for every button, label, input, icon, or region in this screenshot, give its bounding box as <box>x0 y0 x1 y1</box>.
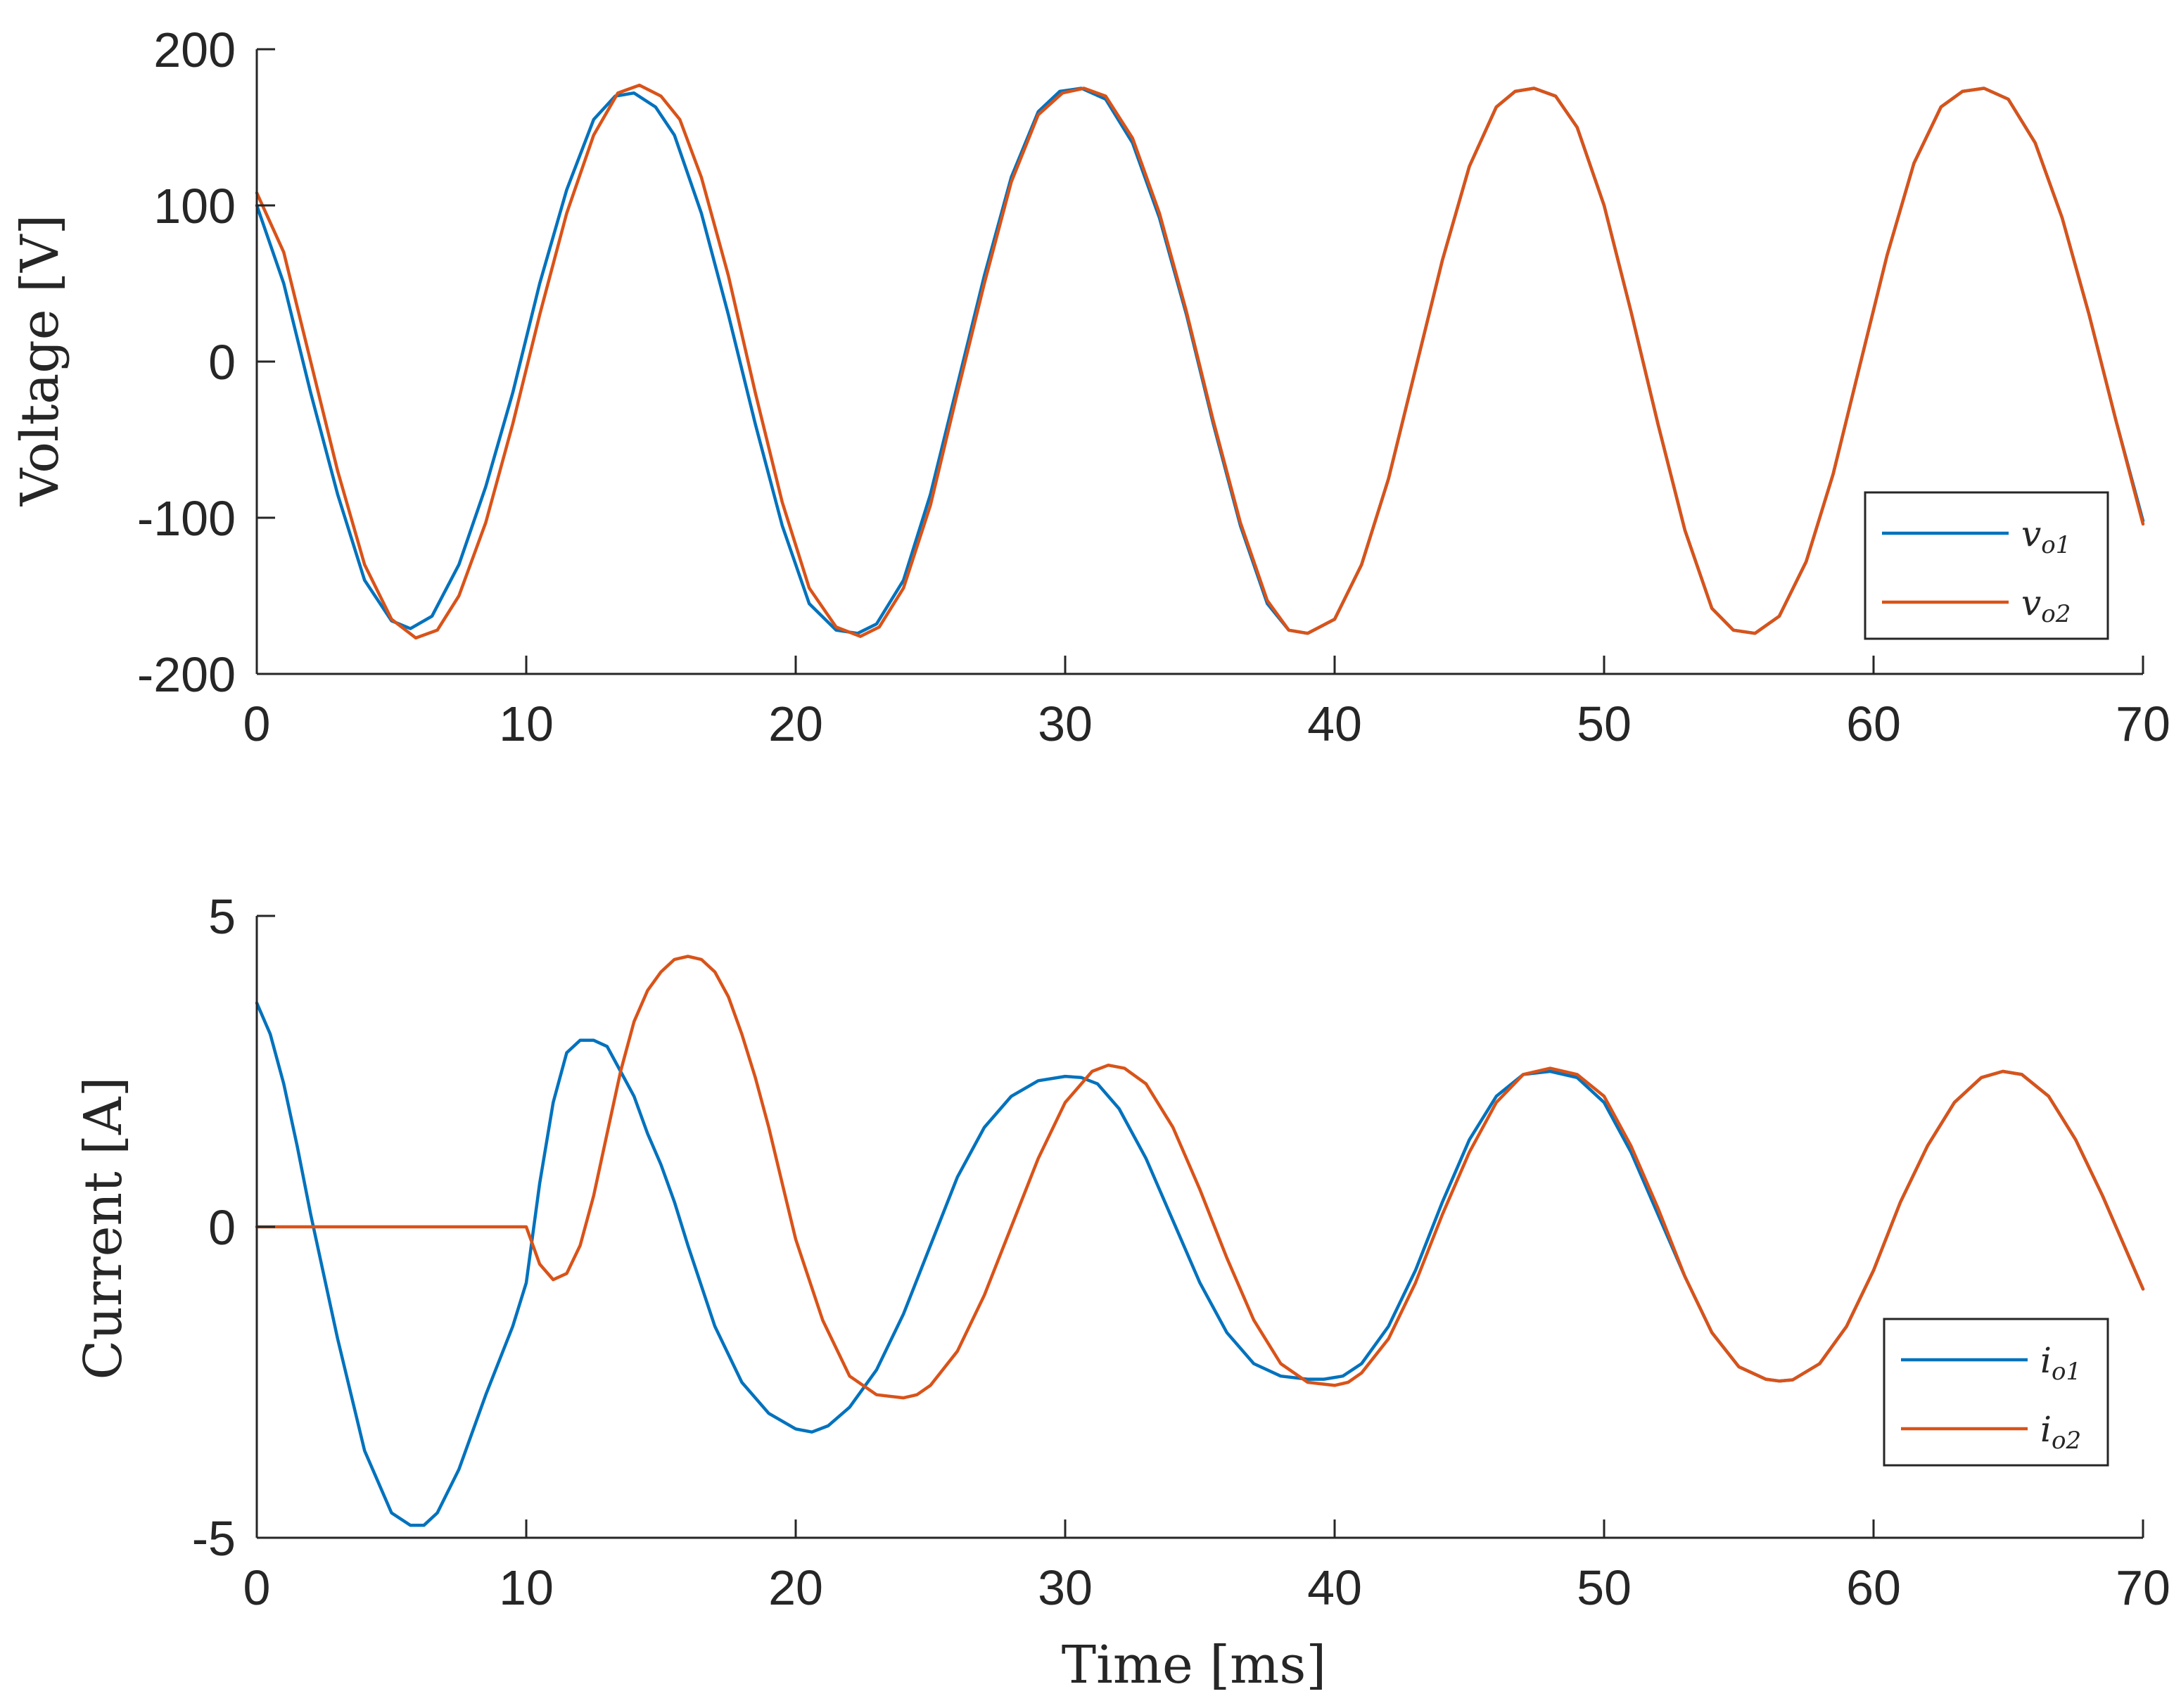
current-x-tick-label: 40 <box>1307 1560 1362 1615</box>
voltage-series-group <box>255 83 2145 640</box>
current-x-tick-label: 70 <box>2116 1560 2170 1615</box>
current-x-tick-label: 20 <box>768 1560 823 1615</box>
voltage-series-o2-line <box>255 83 2145 640</box>
voltage-plot: 0 10 20 30 40 50 60 70 -200 -100 0 100 200 Voltage [… <box>10 23 2170 751</box>
current-y-tick-label: 0 <box>208 1200 236 1255</box>
voltage-y-tick-label: 200 <box>153 23 236 77</box>
current-legend: io1 io2 <box>1883 1318 2109 1467</box>
current-x-tick-label: 10 <box>499 1560 554 1615</box>
current-series-group <box>255 955 2145 1527</box>
current-x-tick-label: 30 <box>1038 1560 1093 1615</box>
voltage-x-tick-label: 40 <box>1307 696 1362 751</box>
voltage-y-tick-label: 0 <box>208 335 236 390</box>
current-ylabel: Current [A] <box>73 1077 134 1380</box>
current-x-tick-label: 0 <box>243 1560 271 1615</box>
voltage-x-tick-label: 60 <box>1846 696 1901 751</box>
voltage-legend-label: vo1 <box>2021 514 2071 559</box>
current-x-tick-label: 60 <box>1846 1560 1901 1615</box>
current-y-tick-label: -5 <box>192 1511 236 1566</box>
voltage-x-tick-label: 50 <box>1577 696 1632 751</box>
current-y-tick-label: 5 <box>208 889 236 944</box>
figure-xlabel: Time [ms] <box>1062 1635 1326 1695</box>
voltage-y-tick-label: -100 <box>137 491 236 546</box>
current-x-tick-label: 50 <box>1577 1560 1632 1615</box>
voltage-legend-label: vo2 <box>2021 582 2071 628</box>
voltage-x-tick-label: 20 <box>768 696 823 751</box>
voltage-legend-box <box>1864 491 2109 640</box>
voltage-x-tick-label: 70 <box>2116 696 2170 751</box>
current-legend-label: io1 <box>2040 1340 2081 1386</box>
voltage-legend: vo1 vo2 <box>1864 491 2109 640</box>
voltage-y-tick-label: 100 <box>153 179 236 234</box>
voltage-x-tick-label: 0 <box>243 696 271 751</box>
voltage-x-tick-label: 30 <box>1038 696 1093 751</box>
voltage-ylabel: Voltage [V] <box>10 215 70 507</box>
current-series-o2-line <box>255 955 2145 1400</box>
voltage-y-tick-label: -200 <box>137 647 236 702</box>
current-ticks: 0 10 20 30 40 50 60 70-505 <box>192 889 2170 1615</box>
current-legend-box <box>1883 1318 2109 1467</box>
current-legend-label: io2 <box>2040 1409 2081 1455</box>
voltage-ticks: 0 10 20 30 40 50 60 70 -200 -100 0 100 200 <box>137 23 2170 751</box>
voltage-x-tick-label: 10 <box>499 696 554 751</box>
